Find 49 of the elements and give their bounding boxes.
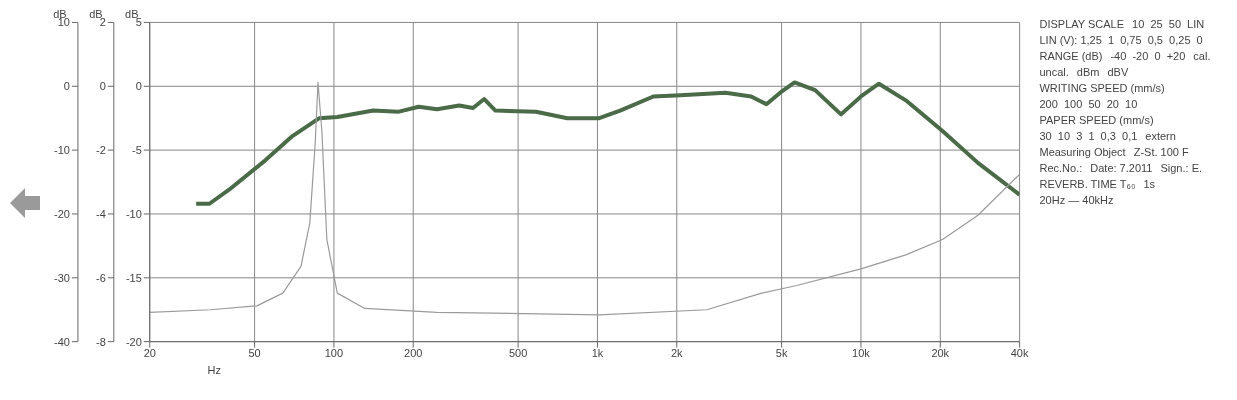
y3-tick-label: -30 xyxy=(53,271,70,284)
text: 1s xyxy=(1143,178,1156,190)
text: dBV xyxy=(1107,66,1129,78)
y3-tick-label: -40 xyxy=(53,335,70,348)
text: REVERB. TIME T₆₀ xyxy=(1039,178,1136,190)
x-tick-label: 1k xyxy=(591,347,604,360)
y3-tick-label: -10 xyxy=(53,144,70,157)
x-tick-label: 20 xyxy=(143,347,156,360)
text: uncal. xyxy=(1039,66,1069,78)
text: extern xyxy=(1145,130,1176,142)
text: Measuring Object xyxy=(1039,146,1126,158)
y2-tick-label: -2 xyxy=(96,144,106,157)
text: DISPLAY SCALE xyxy=(1039,18,1125,30)
text: LIN (V): 1,25 1 0,75 0,5 0,25 0 xyxy=(1039,34,1203,46)
y-tick-label: 0 xyxy=(135,80,142,93)
y-tick-label: -10 xyxy=(125,207,142,220)
y3-tick-label: -20 xyxy=(53,207,70,220)
text: Rec.No.: xyxy=(1039,162,1083,174)
x-tick-label: 2k xyxy=(670,347,683,360)
x-tick-label: 50 xyxy=(248,347,261,360)
x-tick-label: 20k xyxy=(931,347,950,360)
text: cal. xyxy=(1193,50,1211,62)
y-tick-label: -5 xyxy=(131,144,142,157)
y-tick-label: -20 xyxy=(125,335,142,348)
x-tick-label: 200 xyxy=(404,347,423,360)
text: WRITING SPEED (mm/s) xyxy=(1039,82,1165,94)
text: 20Hz — 40kHz xyxy=(1039,194,1114,206)
x-axis-title: Hz xyxy=(207,363,221,376)
text: RANGE (dB) xyxy=(1039,50,1103,62)
text: Sign.: E. xyxy=(1160,162,1203,174)
text: Date: 7.2011 xyxy=(1090,162,1153,174)
text: Z-St. 100 F xyxy=(1133,146,1189,158)
y2-tick-label: -8 xyxy=(96,335,106,348)
x-tick-label: 40k xyxy=(1010,347,1029,360)
text: -40 -20 0 +20 xyxy=(1110,50,1186,62)
y-tick-label: -15 xyxy=(125,271,142,284)
text: 200 100 50 20 10 xyxy=(1039,98,1138,110)
y3-tick-label: 0 xyxy=(63,80,70,93)
y2-tick-label: -4 xyxy=(96,207,106,220)
x-tick-label: 100 xyxy=(324,347,343,360)
x-tick-label: 5k xyxy=(775,347,788,360)
x-tick-label: 10k xyxy=(852,347,871,360)
text: 30 10 3 1 0,3 0,1 xyxy=(1039,130,1138,142)
text: 10 25 50 LIN xyxy=(1132,18,1205,30)
x-tick-label: 500 xyxy=(508,347,528,360)
text: dBm xyxy=(1076,66,1100,78)
text: PAPER SPEED (mm/s) xyxy=(1039,114,1154,126)
y2-tick-label: -6 xyxy=(96,271,106,284)
y2-tick-label: 0 xyxy=(99,80,106,93)
